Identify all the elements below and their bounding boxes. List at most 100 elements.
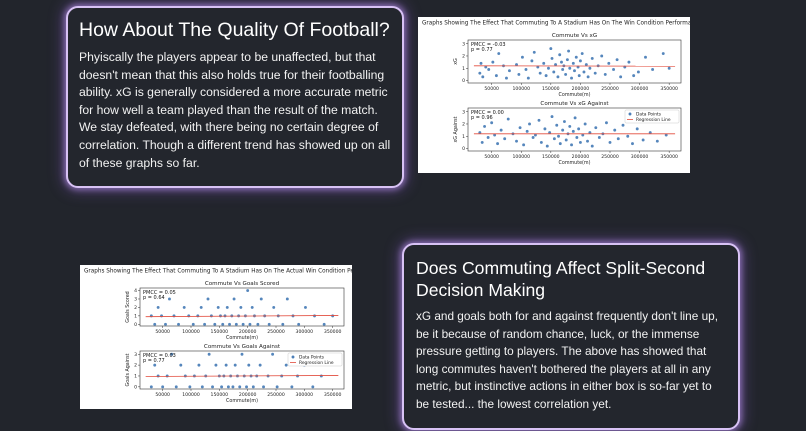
legend-label: Regression Line bbox=[299, 360, 334, 366]
data-point bbox=[590, 144, 594, 148]
panel-title: Commute Vs xG bbox=[552, 33, 597, 39]
goals-commute-chart: Graphs Showing The Effect That Commuting… bbox=[84, 269, 352, 405]
data-point bbox=[499, 128, 503, 132]
y-tick-label: 1 bbox=[134, 374, 137, 380]
x-tick-label: 100000 bbox=[182, 329, 200, 335]
data-point bbox=[246, 289, 250, 292]
y-tick-label: 1 bbox=[462, 66, 465, 72]
x-axis-label: Commute(m) bbox=[226, 335, 258, 341]
x-tick-label: 200000 bbox=[239, 329, 257, 335]
data-point bbox=[524, 68, 528, 71]
data-point bbox=[505, 76, 508, 80]
data-point bbox=[515, 139, 518, 143]
x-tick-label: 300000 bbox=[296, 392, 314, 398]
data-point bbox=[196, 314, 200, 318]
y-tick-label: 3 bbox=[134, 297, 137, 303]
x-tick-label: 50000 bbox=[484, 86, 499, 92]
x-tick-label: 250000 bbox=[267, 392, 285, 398]
y-axis-label: Goals Scored bbox=[125, 291, 131, 322]
data-point bbox=[636, 70, 640, 74]
plot-frame bbox=[467, 107, 682, 152]
data-point bbox=[542, 61, 546, 65]
data-point bbox=[197, 363, 201, 367]
data-point bbox=[156, 374, 160, 378]
data-point bbox=[156, 305, 160, 309]
data-point bbox=[179, 363, 183, 367]
data-point bbox=[319, 374, 323, 378]
data-point bbox=[621, 123, 625, 127]
data-point bbox=[545, 144, 549, 148]
data-point bbox=[627, 60, 631, 64]
data-point bbox=[635, 127, 639, 131]
data-point bbox=[153, 322, 157, 326]
split-second-decision-card: Does Commuting Affect Split-Second Decis… bbox=[402, 243, 740, 430]
data-point bbox=[534, 133, 537, 137]
data-point bbox=[247, 363, 251, 367]
card-body: xG and goals both for and against freque… bbox=[416, 309, 718, 411]
data-point bbox=[558, 142, 562, 146]
data-point bbox=[565, 58, 569, 62]
stats-annotation: p = 0.64 bbox=[143, 295, 165, 301]
data-point bbox=[486, 136, 490, 139]
x-tick-label: 200000 bbox=[572, 86, 590, 92]
data-point bbox=[626, 134, 630, 138]
data-point bbox=[556, 75, 560, 79]
data-point bbox=[484, 65, 488, 69]
data-point bbox=[547, 66, 550, 70]
data-point bbox=[487, 68, 491, 71]
data-point bbox=[537, 118, 541, 122]
stats-annotation: PMCC = -0.03 bbox=[471, 42, 506, 48]
data-point bbox=[619, 75, 623, 79]
data-point bbox=[612, 68, 615, 71]
stats-annotation: p = 0.77 bbox=[143, 358, 165, 364]
data-point bbox=[568, 66, 572, 70]
x-tick-label: 350000 bbox=[324, 392, 342, 398]
y-axis-label: xG bbox=[453, 58, 459, 65]
data-point bbox=[281, 322, 285, 326]
x-tick-label: 300000 bbox=[631, 86, 649, 92]
regression-line bbox=[145, 315, 339, 318]
data-point bbox=[220, 385, 224, 389]
data-point bbox=[549, 47, 553, 51]
y-tick-label: 2 bbox=[134, 305, 137, 311]
data-point bbox=[655, 139, 659, 143]
xg-commute-chart: Graphs Showing The Effect That Commuting… bbox=[422, 21, 690, 167]
data-point bbox=[203, 322, 207, 326]
x-tick-label: 100000 bbox=[512, 86, 530, 92]
data-point bbox=[311, 385, 315, 389]
data-point bbox=[573, 116, 577, 120]
data-point bbox=[209, 314, 213, 318]
data-point bbox=[251, 385, 255, 389]
data-point bbox=[560, 60, 563, 64]
data-point bbox=[503, 137, 507, 141]
data-point bbox=[583, 122, 587, 126]
data-point bbox=[577, 127, 581, 131]
data-point bbox=[256, 322, 260, 326]
data-point bbox=[532, 50, 536, 54]
y-tick-label: 3 bbox=[462, 41, 465, 47]
data-point bbox=[588, 66, 592, 70]
x-tick-label: 50000 bbox=[155, 329, 170, 335]
data-point bbox=[568, 124, 572, 128]
data-point bbox=[491, 60, 495, 64]
data-point bbox=[561, 68, 565, 71]
x-tick-label: 300000 bbox=[631, 154, 649, 160]
data-point bbox=[271, 352, 275, 356]
data-point bbox=[226, 385, 230, 389]
panel-title: Commute Vs xG Against bbox=[540, 101, 609, 107]
data-point bbox=[272, 305, 276, 309]
data-point bbox=[245, 385, 248, 389]
data-point bbox=[232, 297, 236, 301]
data-point bbox=[200, 385, 204, 389]
legend-box bbox=[624, 109, 680, 124]
data-point bbox=[590, 56, 594, 60]
y-axis-label: Goals Against bbox=[125, 353, 131, 386]
data-point bbox=[164, 322, 167, 326]
data-point bbox=[605, 121, 608, 125]
panel-title: Commute Vs Goals Scored bbox=[205, 281, 280, 287]
data-point bbox=[664, 133, 668, 137]
y-axis-label: xG Against bbox=[453, 116, 459, 142]
quality-of-football-card: How About The Quality Of Football? Phyis… bbox=[66, 6, 404, 188]
data-point bbox=[481, 75, 485, 79]
x-axis-label: Commute(m) bbox=[559, 92, 591, 98]
